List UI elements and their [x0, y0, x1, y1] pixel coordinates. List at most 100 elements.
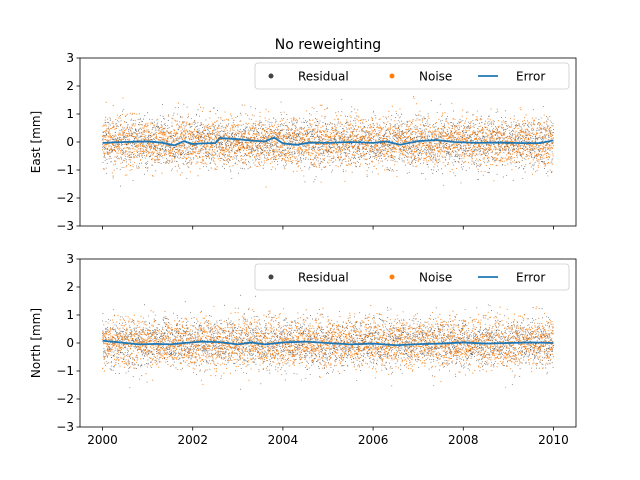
residual-point — [177, 165, 179, 167]
residual-point — [339, 126, 341, 127]
noise-point — [265, 119, 267, 122]
noise-point — [240, 114, 242, 116]
residual-point — [133, 131, 135, 133]
residual-point — [161, 140, 163, 142]
residual-point — [527, 130, 529, 132]
residual-point — [345, 161, 347, 163]
residual-point — [340, 138, 342, 140]
noise-point — [127, 153, 129, 155]
residual-point — [377, 150, 379, 152]
residual-point — [137, 155, 139, 157]
residual-point — [433, 131, 435, 133]
noise-point — [218, 127, 220, 129]
residual-point — [270, 144, 272, 146]
noise-point — [264, 134, 266, 136]
noise-point — [200, 148, 203, 150]
residual-point — [522, 178, 524, 179]
residual-point — [170, 148, 172, 150]
residual-point — [152, 164, 154, 166]
noise-point — [132, 166, 134, 168]
residual-point — [347, 116, 349, 118]
noise-point — [112, 136, 114, 139]
residual-point — [293, 118, 295, 120]
residual-point — [543, 168, 545, 169]
residual-point — [352, 140, 354, 141]
noise-point — [196, 152, 199, 154]
noise-point — [225, 144, 227, 146]
residual-point — [200, 123, 202, 125]
residual-point — [486, 134, 488, 136]
residual-point — [423, 136, 425, 138]
noise-point — [158, 129, 160, 131]
noise-point — [207, 155, 210, 157]
residual-point — [281, 123, 283, 125]
residual-point — [468, 134, 470, 136]
residual-point — [351, 143, 352, 145]
residual-point — [114, 163, 116, 165]
residual-point — [325, 141, 327, 143]
noise-point — [179, 144, 181, 146]
noise-point — [176, 120, 178, 122]
residual-point — [547, 158, 549, 160]
noise-point — [209, 117, 211, 119]
residual-point — [139, 156, 141, 158]
residual-point — [203, 149, 205, 151]
residual-point — [511, 124, 513, 126]
noise-point — [258, 161, 260, 163]
residual-point — [545, 130, 547, 131]
residual-point — [292, 142, 294, 143]
residual-point — [200, 122, 202, 123]
noise-point — [131, 152, 133, 154]
noise-point — [244, 153, 246, 155]
residual-point — [504, 121, 506, 123]
noise-point — [216, 130, 219, 132]
residual-point — [318, 138, 320, 140]
residual-point — [392, 159, 394, 161]
residual-point — [511, 147, 513, 149]
residual-point — [332, 169, 333, 171]
residual-point — [381, 158, 383, 159]
residual-point — [469, 122, 471, 124]
residual-point — [202, 127, 204, 129]
noise-point — [114, 128, 116, 130]
residual-point — [351, 156, 353, 158]
noise-point — [201, 156, 204, 158]
noise-point — [266, 128, 268, 130]
noise-point — [248, 138, 251, 140]
noise-point — [226, 118, 228, 120]
residual-point — [291, 121, 293, 123]
residual-point — [231, 127, 233, 129]
noise-point — [265, 186, 267, 188]
noise-point — [239, 145, 241, 147]
residual-point — [299, 117, 301, 119]
residual-point — [222, 125, 224, 127]
noise-point — [186, 131, 189, 133]
residual-point — [246, 137, 247, 139]
residual-point — [478, 126, 480, 128]
residual-point — [542, 137, 544, 139]
noise-point — [198, 138, 200, 140]
noise-point — [103, 156, 105, 158]
residual-point — [271, 133, 272, 135]
noise-point — [227, 158, 229, 160]
noise-point — [119, 117, 121, 119]
residual-point — [211, 124, 213, 126]
noise-point — [256, 148, 258, 151]
residual-point — [230, 144, 232, 146]
residual-point — [205, 155, 207, 156]
residual-point — [481, 130, 482, 132]
residual-point — [174, 155, 176, 157]
noise-point — [249, 136, 252, 139]
noise-point — [205, 147, 207, 150]
noise-point — [262, 151, 264, 153]
noise-point — [222, 127, 225, 129]
residual-point — [293, 145, 295, 147]
residual-point — [259, 158, 261, 160]
noise-point — [208, 151, 210, 153]
residual-point — [236, 158, 238, 160]
residual-point — [389, 129, 391, 131]
residual-point — [209, 153, 211, 155]
residual-point — [533, 157, 535, 159]
residual-point — [460, 120, 462, 122]
